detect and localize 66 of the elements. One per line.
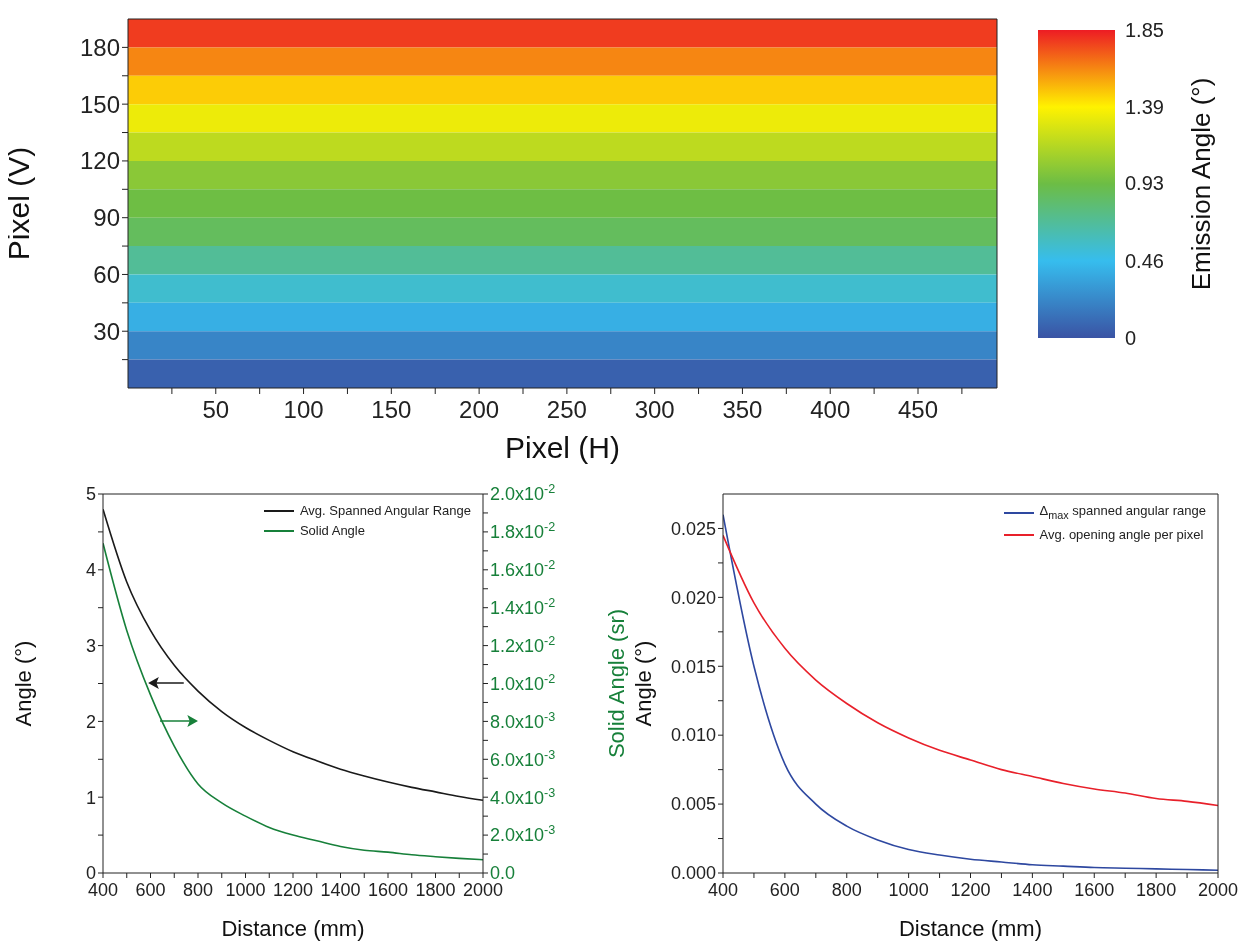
x-tick-label: 1200: [950, 880, 991, 901]
x-tick-label: 600: [769, 880, 800, 901]
y-tick-label: 0.025: [670, 518, 716, 539]
y-tick-label: 180: [79, 33, 120, 61]
x-tick-label: 1200: [272, 880, 314, 901]
x-tick-label: 200: [459, 395, 500, 423]
color-bar-title: Emission Angle (°): [1186, 77, 1216, 291]
y-tick-label: 2: [85, 711, 96, 732]
color-bar-label: 0.46: [1125, 250, 1164, 273]
y-tick-label: 0.005: [670, 794, 716, 815]
y-tick-label: 120: [79, 147, 120, 175]
y-tick-label: 30: [93, 317, 120, 345]
y-tick-label: 150: [79, 90, 120, 118]
y2-tick-label: 1.2x10$^{-2}$: [490, 633, 556, 656]
y2-tick-label: 1.4x10$^{-2}$: [490, 596, 556, 618]
y2-tick-label: 1.6x10$^{-2}$: [490, 558, 556, 581]
y-tick-label: 1: [85, 787, 96, 808]
y-tick-label: 90: [93, 204, 120, 232]
x-tick-label: 100: [283, 395, 324, 423]
x-tick-label: 300: [634, 395, 675, 423]
x-tick-label: 1800: [415, 880, 456, 901]
y-axis-title: Angle (°): [10, 640, 36, 727]
x-tick-label: 1000: [225, 880, 266, 901]
legend-label: Solid Angle: [299, 522, 365, 540]
x-tick-label: 150: [371, 395, 412, 423]
x-axis-title: Pixel (H): [504, 431, 621, 464]
x-tick-label: 250: [546, 395, 587, 423]
x-tick-label: 450: [897, 395, 939, 423]
x-axis-title: Distance (mm): [221, 916, 365, 941]
x-tick-label: 400: [810, 395, 851, 423]
y2-tick-label: 1.8x10$^{-2}$: [490, 520, 556, 543]
y-tick-label: 60: [93, 260, 120, 288]
legend-label: Δ$_{max}$ spanned angular range: [1039, 502, 1206, 523]
y-tick-label: 5: [85, 484, 96, 505]
y2-tick-label: 2.0x10$^{-2}$: [490, 482, 556, 505]
y2-tick-label: 6.0x10$^{-3}$: [490, 747, 556, 770]
y-tick-label: 0.015: [670, 656, 716, 677]
x-tick-label: 1400: [1012, 880, 1053, 901]
x-tick-label: 350: [722, 395, 763, 423]
x-tick-label: 1400: [320, 880, 361, 901]
y-tick-label: 4: [85, 560, 96, 581]
y-tick-label: 3: [85, 635, 96, 656]
x-tick-label: 2000: [1197, 880, 1239, 901]
y2-tick-label: 8.0x10$^{-3}$: [490, 709, 556, 732]
color-bar-label: 0.93: [1125, 172, 1164, 195]
y2-tick-label: 4.0x10$^{-3}$: [490, 785, 556, 808]
y2-tick-label: 2.0x10$^{-3}$: [490, 823, 556, 846]
x-axis-title: Distance (mm): [898, 916, 1043, 941]
x-tick-label: 1600: [367, 880, 409, 901]
legend-label: Avg. opening angle per pixel: [1039, 525, 1204, 544]
y-tick-label: 0.010: [670, 725, 716, 746]
x-tick-label: 50: [202, 395, 230, 423]
y2-tick-label: 1.0x10$^{-2}$: [490, 671, 556, 694]
x-tick-label: 1000: [888, 880, 929, 901]
y-tick-label: 0.020: [670, 587, 716, 608]
x-tick-label: 1800: [1136, 880, 1177, 901]
color-bar-label: 1.85: [1125, 19, 1164, 41]
x-tick-label: 800: [182, 880, 214, 901]
x-tick-label: 1600: [1074, 880, 1115, 901]
x-tick-label: 800: [831, 880, 862, 901]
color-bar-label: 1.39: [1125, 95, 1164, 118]
y-axis-title: Angle (°): [630, 640, 656, 727]
legend-label: Avg. Spanned Angular Range: [299, 502, 471, 520]
y2-axis-title: Solid Angle (sr): [603, 608, 629, 759]
x-tick-label: 600: [135, 880, 166, 901]
color-bar-label: 0: [1125, 327, 1137, 349]
